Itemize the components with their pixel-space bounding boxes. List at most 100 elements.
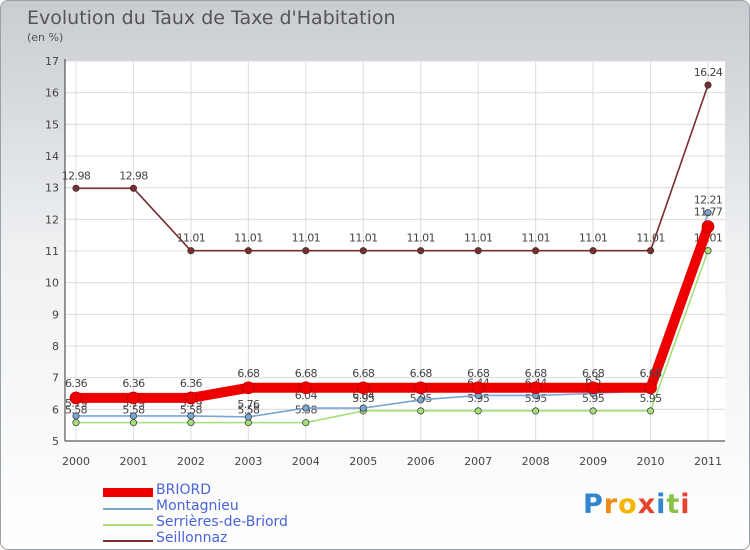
data-point: [646, 247, 655, 255]
data-label: 5.58: [122, 404, 145, 417]
data-label: 6.68: [525, 367, 548, 380]
legend-label-seillonnaz: Seillonnaz: [156, 530, 228, 546]
data-point: [532, 247, 540, 255]
data-point: [359, 247, 367, 255]
legend-swatch-seillonnaz: [103, 540, 153, 542]
data-label: 6.68: [295, 367, 318, 380]
data-label: 5.58: [180, 404, 203, 417]
data-label: 6.36: [122, 377, 145, 390]
logo-letter: P: [583, 489, 604, 520]
data-label: 6.68: [352, 367, 375, 380]
x-tick-label: 2009: [579, 455, 607, 468]
proxiti-logo: Proxiti: [583, 489, 691, 520]
legend-swatch-serrieres: [103, 524, 153, 526]
data-point: [72, 412, 80, 420]
data-label: 5.95: [639, 392, 662, 405]
data-label: 11.01: [349, 232, 378, 245]
data-point: [474, 407, 482, 415]
data-label: 5.58: [237, 404, 260, 417]
data-point: [589, 247, 597, 255]
x-tick-label: 2005: [349, 455, 377, 468]
data-point: [359, 404, 367, 412]
data-label: 11.01: [579, 232, 608, 245]
data-point: [72, 184, 80, 192]
data-label: 5.76: [237, 398, 260, 411]
y-tick-label: 16: [45, 87, 59, 100]
data-label: 6.68: [410, 367, 433, 380]
x-tick-label: 2011: [694, 455, 722, 468]
x-tick-label: 2006: [407, 455, 435, 468]
data-point: [244, 247, 252, 255]
series-line: [75, 249, 709, 424]
data-point: [704, 81, 712, 89]
data-point: [414, 381, 428, 395]
x-tick-label: 2007: [464, 455, 492, 468]
data-point: [302, 404, 310, 412]
data-point: [129, 184, 138, 192]
y-tick-label: 14: [45, 150, 59, 163]
data-point: [127, 391, 140, 405]
data-point: [474, 247, 482, 255]
legend-label-montagnieu: Montagnieu: [156, 498, 239, 514]
logo-letter: o: [618, 489, 638, 520]
data-label: 12.21: [694, 194, 723, 207]
data-point: [299, 381, 313, 395]
data-point: [704, 209, 712, 217]
data-label: 6.68: [467, 367, 490, 380]
data-label: 6.68: [237, 367, 260, 380]
logo-letter: x: [637, 489, 657, 520]
data-label: 12.98: [119, 169, 148, 182]
y-tick-label: 13: [45, 182, 59, 195]
y-tick-label: 7: [52, 372, 59, 385]
data-point: [589, 407, 597, 415]
data-label: 5.95: [352, 392, 375, 405]
y-tick-label: 17: [45, 55, 59, 68]
data-point: [129, 419, 138, 427]
data-point: [417, 396, 425, 404]
data-label: 11.01: [177, 232, 206, 245]
y-tick-label: 11: [45, 245, 59, 258]
data-point: [184, 391, 198, 405]
x-tick-label: 2001: [119, 455, 147, 468]
data-point: [356, 381, 370, 395]
logo-letter: i: [656, 489, 667, 520]
data-point: [529, 381, 542, 395]
logo-letter: r: [603, 489, 619, 520]
data-point: [417, 247, 425, 255]
data-point: [302, 419, 310, 427]
data-point: [471, 381, 485, 395]
chart-title: Evolution du Taux de Taxe d'Habitation: [27, 7, 396, 29]
data-label: 5.58: [65, 404, 88, 417]
data-label: 6.68: [639, 367, 662, 380]
data-point: [187, 412, 195, 420]
data-point: [586, 381, 600, 395]
x-tick-label: 2004: [292, 455, 320, 468]
data-point: [72, 419, 80, 427]
data-point: [532, 407, 540, 415]
data-label: 11.01: [234, 232, 263, 245]
data-label: 16.24: [694, 66, 723, 79]
data-label: 11.01: [464, 232, 493, 245]
y-tick-label: 12: [45, 213, 59, 226]
data-label: 5.95: [582, 392, 605, 405]
logo-letter: t: [666, 489, 681, 520]
y-tick-label: 5: [52, 435, 59, 448]
series-line: [75, 211, 709, 418]
y-tick-label: 6: [52, 403, 59, 416]
x-tick-label: 2003: [234, 455, 262, 468]
data-point: [646, 407, 655, 415]
data-point: [302, 247, 310, 255]
chart-unit: (en %): [27, 31, 64, 44]
x-tick-label: 2008: [522, 455, 550, 468]
data-point: [704, 247, 712, 255]
data-point: [187, 247, 195, 255]
data-point: [69, 391, 83, 405]
data-point: [187, 419, 195, 427]
x-tick-label: 2000: [62, 455, 90, 468]
data-label: 11.01: [406, 232, 435, 245]
x-tick-label: 2010: [637, 455, 665, 468]
data-point: [417, 407, 425, 415]
data-label: 6.36: [180, 377, 203, 390]
legend-swatch-briord: [103, 488, 153, 497]
